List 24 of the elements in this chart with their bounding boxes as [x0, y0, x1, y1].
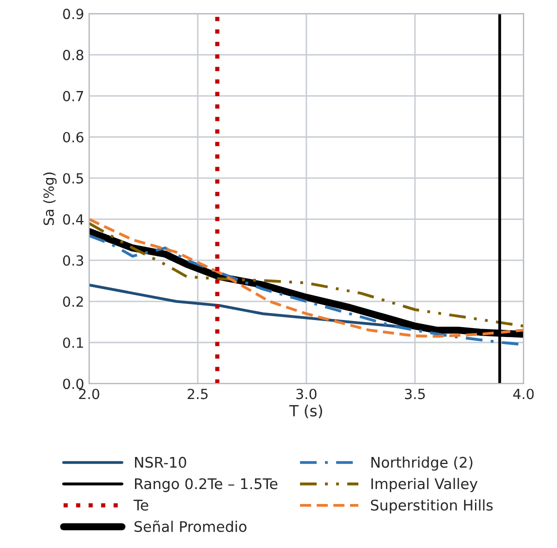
y-tick-label: 0.2: [63, 296, 83, 307]
y-tick-label: 0.5: [63, 173, 84, 184]
legend-label: Te: [134, 500, 148, 511]
x-tick-label: 3.5: [404, 388, 425, 400]
y-tick-label: 0.6: [63, 132, 84, 142]
legend-label: Northridge (2): [371, 456, 472, 471]
legend-label: Superstition Hills: [370, 499, 493, 514]
x-tick-label: 3.0: [296, 388, 316, 400]
y-tick-label: 0.7: [63, 90, 84, 102]
legend-label: Imperial Valley: [371, 478, 478, 492]
y-tick-label: 0.3: [63, 255, 84, 266]
y-tick-label: 0.8: [63, 50, 84, 60]
legend-label: Rango 0.2Te – 1.5Te: [135, 478, 278, 492]
x-tick-label: 2.0: [79, 388, 100, 400]
y-tick-label: 0.0: [63, 378, 84, 390]
x-axis-title: T (s): [289, 404, 322, 418]
y-axis-title: Sa (%g): [43, 172, 57, 226]
x-tick-label: 2.5: [188, 388, 208, 400]
y-tick-label: 0.9: [63, 8, 84, 20]
y-tick-label: 0.1: [63, 337, 83, 348]
legend-label: Señal Promedio: [134, 520, 246, 532]
x-tick-label: 4.0: [513, 388, 534, 400]
legend-label: NSR-10: [135, 456, 186, 468]
y-tick-label: 0.4: [63, 214, 84, 225]
